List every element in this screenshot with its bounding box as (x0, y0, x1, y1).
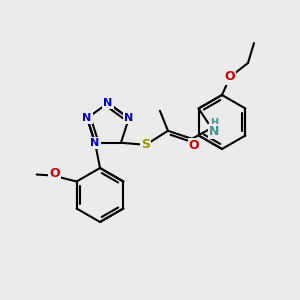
Text: O: O (225, 70, 235, 83)
Text: H: H (210, 118, 218, 128)
Text: N: N (103, 98, 112, 108)
Text: N: N (90, 138, 100, 148)
Text: N: N (209, 125, 219, 138)
Text: S: S (141, 138, 150, 151)
Text: N: N (82, 113, 92, 123)
Text: N: N (124, 113, 134, 123)
Text: O: O (49, 167, 60, 180)
Text: O: O (189, 139, 199, 152)
